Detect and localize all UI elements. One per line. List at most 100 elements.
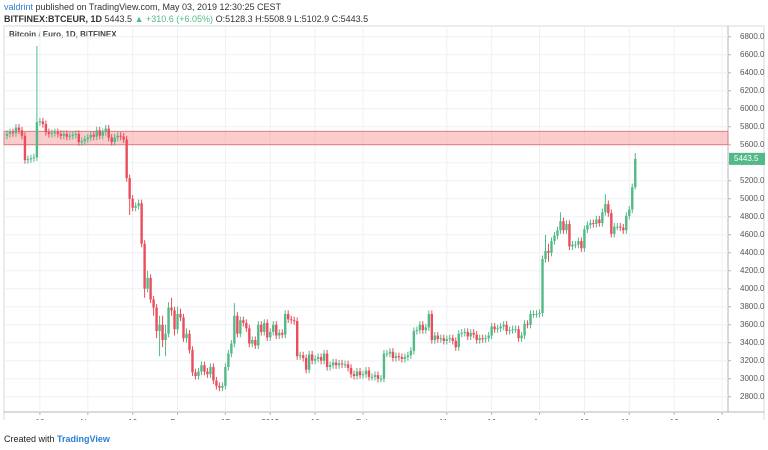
x-tick-label: 2019 (261, 418, 279, 420)
candle-body (373, 375, 377, 377)
y-tick-label: 5200.0 (740, 176, 765, 185)
candle-body (89, 134, 92, 138)
chart: Bitcoin / Euro, 1D, BITFINEX 2800.0 3000.… (3, 25, 765, 420)
candle-body (439, 338, 442, 340)
y-tick-label: 6000.0 (740, 104, 765, 113)
candle-body (451, 338, 454, 341)
candle-body (481, 338, 484, 340)
ohlc: O:5128.3 H:5508.9 L:5102.9 C:5443.5 (215, 14, 369, 24)
candle-body (394, 356, 398, 359)
candle-body (275, 324, 278, 336)
candle-body (364, 370, 368, 375)
candle-body (110, 137, 113, 143)
y-tick-label: 5600.0 (740, 140, 765, 149)
candle-body (616, 226, 619, 228)
y-tick-label: 3200.0 (740, 356, 765, 365)
y-tick-label: 4000.0 (740, 284, 765, 293)
symbol-line: BITFINEX:BTCEUR, 1D 5443.5 ▲ +310.6 (+6.… (4, 14, 368, 24)
candle-body (340, 363, 344, 365)
candle-body (203, 365, 206, 372)
candle-body (574, 244, 577, 246)
candle-body (343, 364, 347, 366)
candle-body (337, 363, 341, 366)
candle-body (104, 128, 107, 133)
candle-body (454, 340, 457, 348)
candle-body (517, 329, 520, 339)
x-tick-label: 16 (670, 418, 679, 420)
candle-body (397, 356, 401, 358)
y-tick-label: 4800.0 (740, 212, 765, 221)
candle-body (541, 259, 544, 314)
candle-body (307, 354, 311, 370)
candle-body (562, 221, 565, 231)
candle-body (415, 330, 419, 332)
candle-body (301, 355, 305, 359)
candle-body (478, 338, 481, 341)
candle-body (367, 370, 371, 377)
candle-body (227, 353, 230, 368)
candle-body (137, 203, 140, 206)
candle-body (406, 355, 410, 358)
candle-body (412, 331, 416, 351)
candle-body (409, 350, 413, 356)
candle-body (83, 139, 86, 142)
candle-body (107, 128, 110, 138)
candle-body (526, 323, 529, 325)
footer: Created with TradingView (4, 434, 110, 444)
candle-body (287, 313, 290, 320)
candle-body (155, 307, 158, 332)
candle-body (370, 376, 374, 378)
candle-body (586, 224, 589, 230)
candle-body (260, 324, 263, 332)
candle-body (248, 328, 251, 344)
candle-body (487, 335, 490, 339)
candle-body (298, 355, 302, 357)
price: 5443.5 (104, 14, 133, 24)
change: ▲ +310.6 (+6.05%) (134, 14, 214, 24)
candle-body (173, 310, 176, 330)
candle-body (382, 353, 386, 379)
candle-body (502, 324, 505, 327)
candle-body (334, 362, 338, 366)
candle-body (230, 343, 233, 354)
candle-body (218, 385, 221, 388)
x-tick-label: 16 (487, 418, 496, 420)
candle-body (194, 372, 197, 377)
candle-body (583, 229, 586, 249)
candle-body (568, 223, 571, 247)
footer-brand[interactable]: TradingView (57, 434, 110, 444)
candle-body (316, 357, 320, 359)
candle-body (176, 313, 179, 330)
zone (3, 130, 729, 146)
y-tick-label: 2800.0 (740, 392, 765, 401)
candle-body (161, 324, 164, 341)
candle-body (134, 205, 137, 208)
candle-body (442, 338, 445, 341)
candle-body (601, 212, 604, 224)
candle-body (221, 385, 224, 388)
author[interactable]: valdrint (4, 2, 34, 12)
candle-body (379, 378, 383, 380)
candle-body (355, 371, 359, 377)
candle-body (484, 338, 487, 340)
candle-body (532, 313, 535, 315)
candle-body (119, 135, 122, 137)
candle-body (460, 332, 463, 334)
candle-body (47, 132, 51, 134)
publish-line: valdrint published on TradingView.com, M… (4, 2, 281, 12)
candle-body (361, 374, 365, 376)
candle-body (595, 219, 598, 224)
candle-body (625, 215, 628, 231)
x-tick-label: 17 (221, 418, 230, 420)
candle-body (577, 241, 580, 245)
x-tick-label: May (622, 418, 637, 420)
candle-body (550, 241, 553, 253)
candle-body (445, 339, 448, 341)
candle-body (197, 371, 200, 377)
candle-body (146, 277, 149, 289)
candle-body (98, 130, 101, 136)
candle-body (427, 313, 431, 328)
candle-body (448, 338, 451, 340)
candle-body (113, 137, 116, 143)
